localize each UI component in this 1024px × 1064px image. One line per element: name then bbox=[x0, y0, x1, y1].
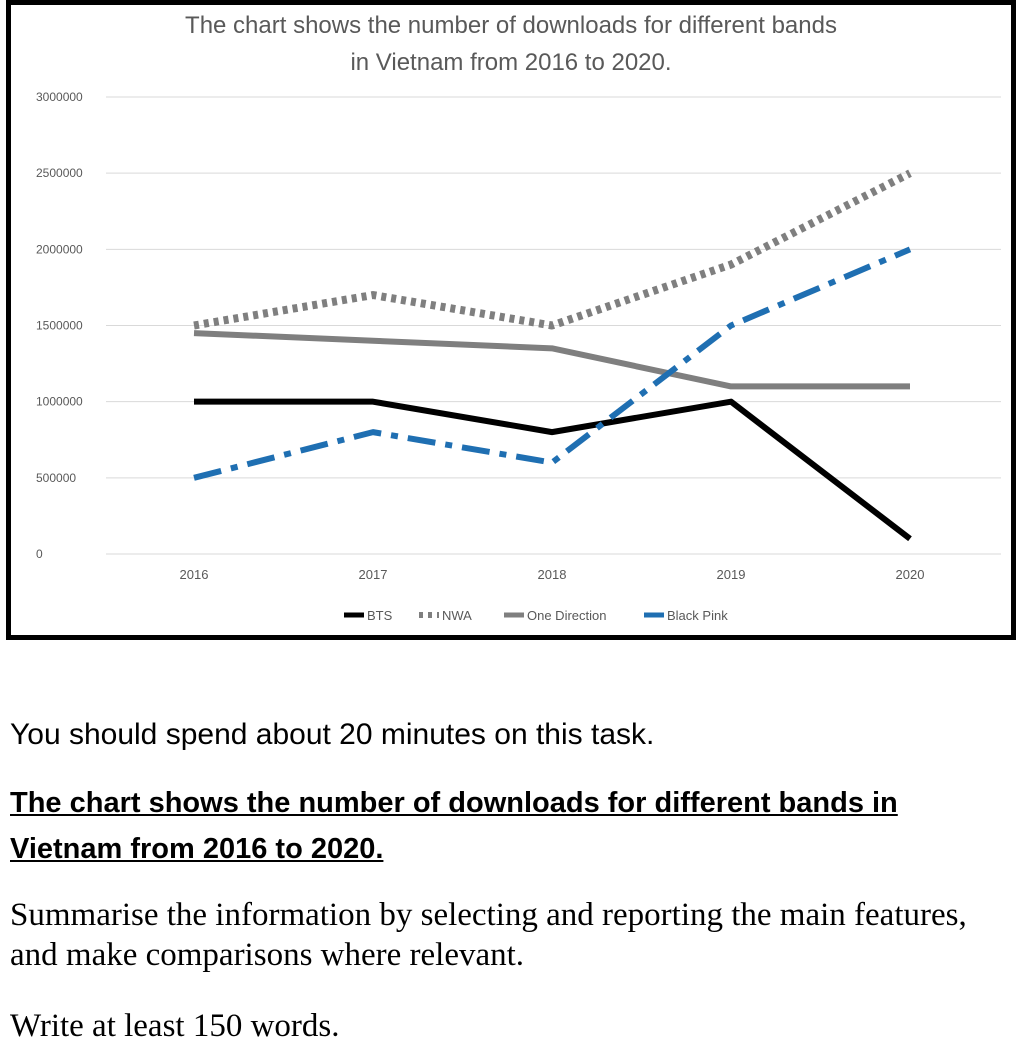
x-tick-label: 2017 bbox=[359, 567, 388, 582]
x-tick-label: 2016 bbox=[180, 567, 209, 582]
series-line-black-pink bbox=[193, 246, 912, 481]
task-word-count: Write at least 150 words. bbox=[10, 1008, 340, 1044]
y-tick-label: 1000000 bbox=[36, 395, 83, 409]
series-line-bts bbox=[194, 398, 912, 542]
chart-title: The chart shows the number of downloads … bbox=[185, 12, 837, 76]
task-title: The chart shows the number of downloads … bbox=[10, 780, 910, 872]
legend-label: BTS bbox=[367, 608, 393, 623]
series-line-one-direction bbox=[193, 330, 910, 390]
y-tick-label: 3000000 bbox=[36, 90, 83, 104]
line-chart: 0 500000 1000000 1500000 2000000 2500000 30000… bbox=[36, 90, 1001, 623]
legend-label: NWA bbox=[442, 608, 472, 623]
y-tick-label: 0 bbox=[36, 547, 43, 561]
y-tick-label: 2500000 bbox=[36, 166, 83, 180]
y-tick-label: 2000000 bbox=[36, 242, 83, 256]
x-tick-label: 2019 bbox=[717, 567, 746, 582]
x-tick-label: 2020 bbox=[896, 567, 925, 582]
legend-label: One Direction bbox=[527, 608, 606, 623]
y-tick-label: 1500000 bbox=[36, 319, 83, 333]
task-instruction: Summarise the information by selecting a… bbox=[10, 897, 967, 973]
x-tick-label: 2018 bbox=[538, 567, 567, 582]
task-time-instruction: You should spend about 20 minutes on thi… bbox=[10, 718, 655, 751]
y-tick-label: 500000 bbox=[36, 471, 76, 485]
legend-label: Black Pink bbox=[667, 608, 728, 623]
task-title-text: The chart shows the number of downloads … bbox=[10, 787, 898, 865]
series-line-nwa bbox=[193, 169, 912, 330]
chart-frame: The chart shows the number of downloads … bbox=[6, 0, 1016, 640]
